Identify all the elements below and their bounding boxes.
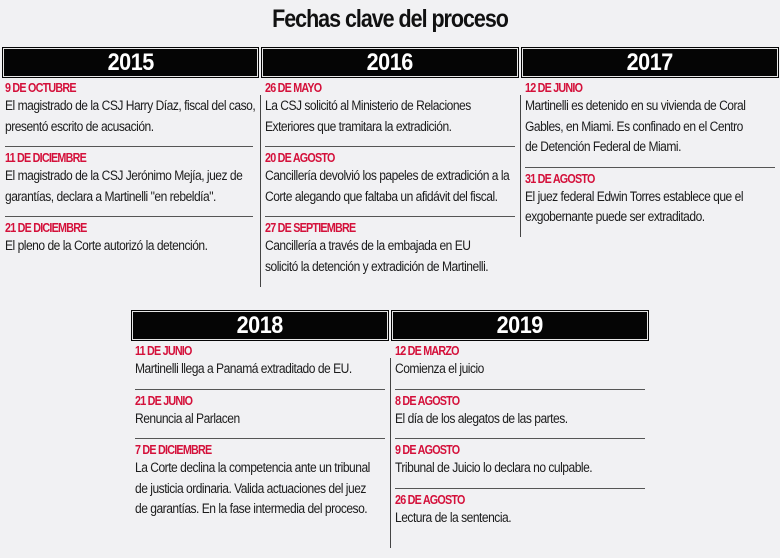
entry-date: 21 de junio: [135, 393, 193, 408]
timeline-entries: 12 de junio Martinelli es detenido en su…: [522, 81, 778, 228]
timeline-entry: 7 de diciembre La Corte declina la compe…: [135, 443, 388, 520]
divider: [5, 216, 253, 217]
entry-text: solicitó la detención y extradición de M…: [265, 258, 489, 274]
timeline-entry: 9 de octubre El magistrado de la CSJ Har…: [5, 81, 258, 147]
entry-text: Lectura de la sentencia.: [395, 509, 512, 525]
entry-date: 9 de octubre: [5, 81, 77, 95]
entry-date: 26 de agosto: [395, 492, 465, 507]
timeline-entry: 9 de agosto Tribunal de Juicio lo declar…: [395, 443, 648, 489]
divider: [525, 166, 775, 168]
entry-date: 11 de junio: [135, 344, 192, 358]
timeline-entry: 12 de marzo Comienza el juicio: [395, 344, 648, 390]
year-header: 2019: [392, 311, 648, 340]
entry-date: 12 de marzo: [395, 344, 460, 358]
column-divider: [520, 95, 521, 237]
entry-date: 7 de diciembre: [135, 443, 212, 457]
entry-text: Gables, en Miami. Es confinado en el Cen…: [525, 118, 743, 134]
divider: [265, 146, 515, 147]
entry-text: Cancillería devolvió los papeles de extr…: [265, 168, 510, 183]
entry-date: 9 de agosto: [395, 443, 460, 457]
timeline-entry: 27 de septiembre Cancillería a través de…: [265, 221, 518, 277]
year-header: 2015: [3, 48, 258, 77]
entry-date: 8 de agosto: [395, 393, 460, 408]
timeline-entries: 26 de mayo La CSJ solicitó al Ministerio…: [262, 81, 518, 277]
timeline-entry: 8 de agosto El día de los alegatos de la…: [395, 393, 648, 439]
entry-text: presentó escrito de acusación.: [5, 118, 154, 134]
entry-text: El magistrado de la CSJ Harry Díaz, fisc…: [5, 98, 256, 113]
year-column-2015: 2015 9 de octubre El magistrado de la CS…: [3, 48, 258, 257]
year-header: 2018: [132, 311, 388, 340]
entry-text: Cancillería a través de la embajada en E…: [265, 238, 471, 253]
divider: [135, 388, 385, 390]
entry-text: de garantías. En la fase intermedia del …: [135, 501, 368, 516]
entry-date: 11 de diciembre: [5, 151, 87, 165]
entry-date: 31 de agosto: [525, 171, 595, 186]
timeline-entries: 11 de junio Martinelli llega a Panamá ex…: [132, 344, 388, 520]
entry-text: Martinelli llega a Panamá extraditado de…: [135, 361, 352, 376]
year-column-2016: 2016 26 de mayo La CSJ solicitó al Minis…: [262, 48, 518, 277]
divider: [135, 438, 385, 439]
entry-text: El juez federal Edwin Torres establece q…: [525, 188, 744, 204]
entry-text: La Corte declina la competencia ante un …: [135, 460, 370, 475]
entry-text: Comienza el juicio: [395, 361, 484, 376]
divider: [395, 388, 645, 390]
entry-text: Renuncia al Parlacen: [135, 410, 240, 426]
timeline-entry: 31 de agosto El juez federal Edwin Torre…: [525, 172, 778, 228]
year-column-2018: 2018 11 de junio Martinelli llega a Pana…: [132, 311, 388, 520]
timeline-entry: 20 de agosto Cancillería devolvió los pa…: [265, 151, 518, 217]
entry-text: Martinelli es detenido en su vivienda de…: [525, 98, 746, 113]
entry-date: 20 de agosto: [265, 151, 335, 165]
timeline-entry: 26 de mayo La CSJ solicitó al Ministerio…: [265, 81, 518, 147]
timeline-entry: 21 de junio Renuncia al Parlacen: [135, 393, 388, 439]
entry-text: El pleno de la Corte autorizó la detenci…: [5, 238, 208, 253]
timeline-entry: 21 de diciembre El pleno de la Corte aut…: [5, 221, 258, 257]
column-divider: [390, 358, 391, 548]
entry-text: Exteriores que tramitara la extradición.: [265, 118, 452, 134]
timeline-entry: 12 de junio Martinelli es detenido en su…: [525, 81, 778, 168]
timeline-entry: 26 de agosto Lectura de la sentencia.: [395, 493, 648, 529]
entry-text: Tribunal de Juicio lo declara no culpabl…: [395, 460, 593, 475]
timeline-entry: 11 de junio Martinelli llega a Panamá ex…: [135, 344, 388, 390]
entry-text: El día de los alegatos de las partes.: [395, 410, 568, 426]
page-title: Fechas clave del proceso: [272, 5, 509, 33]
divider: [395, 487, 645, 489]
entry-text: garantías, declara a Martinelli "en rebe…: [5, 188, 216, 204]
timeline-entry: 11 de diciembre El magistrado de la CSJ …: [5, 151, 258, 217]
column-divider: [260, 95, 261, 287]
year-column-2017: 2017 12 de junio Martinelli es detenido …: [522, 48, 778, 228]
timeline-entries: 12 de marzo Comienza el juicio 8 de agos…: [392, 344, 648, 528]
year-header: 2017: [522, 48, 778, 77]
entry-text: de Detención Federal de Miami.: [525, 139, 681, 154]
entry-text: Corte alegando que faltaba un afidávit d…: [265, 188, 498, 204]
entry-date: 12 de junio: [525, 81, 583, 95]
entry-date: 27 de septiembre: [265, 221, 356, 235]
divider: [395, 438, 645, 439]
year-header: 2016: [262, 48, 518, 77]
timeline-entries: 9 de octubre El magistrado de la CSJ Har…: [3, 81, 258, 257]
entry-text: exgobernante puede ser extraditado.: [525, 209, 705, 224]
entry-text: El magistrado de la CSJ Jerónimo Mejía, …: [5, 168, 243, 183]
entry-date: 26 de mayo: [265, 81, 322, 95]
divider: [265, 216, 515, 217]
entry-date: 21 de diciembre: [5, 221, 87, 235]
entry-text: La CSJ solicitó al Ministerio de Relacio…: [265, 98, 471, 113]
year-column-2019: 2019 12 de marzo Comienza el juicio 8 de…: [392, 311, 648, 528]
entry-text: de justicia ordinaria. Valida actuacione…: [135, 480, 366, 496]
divider: [5, 146, 253, 147]
